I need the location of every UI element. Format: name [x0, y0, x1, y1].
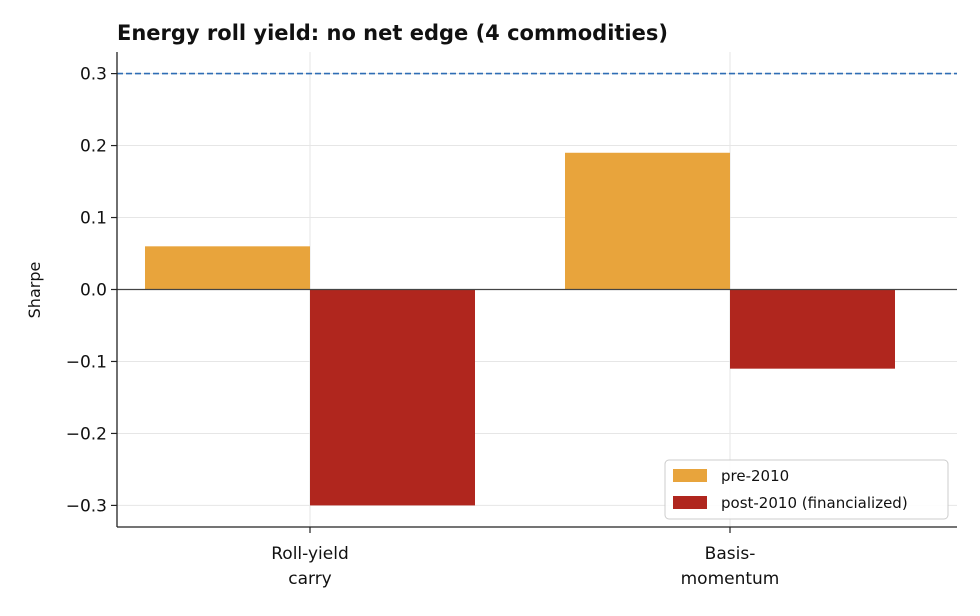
y-axis-label: Sharpe	[25, 262, 44, 319]
bar	[310, 289, 475, 506]
bar	[730, 289, 895, 369]
chart-title: Energy roll yield: no net edge (4 commod…	[117, 21, 668, 45]
legend-swatch	[673, 469, 707, 482]
y-tick-label: 0.1	[80, 209, 107, 229]
y-tick-label: 0.3	[80, 65, 107, 85]
y-ticks: −0.3 −0.2 −0.1 0.0 0.1 0.2 0.3	[66, 65, 117, 516]
y-tick-label: −0.2	[66, 424, 107, 444]
y-tick-label: 0.0	[80, 281, 107, 301]
bar	[145, 246, 310, 290]
legend-swatch	[673, 496, 707, 509]
x-ticks: Roll-yield carry Basis-momentum	[271, 527, 779, 589]
legend-label: pre-2010	[721, 467, 789, 485]
x-tick-label: Basis-momentum	[681, 544, 780, 589]
x-tick-label: Roll-yield carry	[271, 544, 349, 589]
legend-box	[664, 459, 949, 520]
reference-line-group	[117, 72, 957, 291]
y-tick-label: 0.2	[80, 137, 107, 157]
legend: pre-2010 post-2010 (financialized)	[664, 459, 949, 520]
legend-label: post-2010 (financialized)	[721, 494, 908, 512]
y-tick-label: −0.3	[66, 496, 107, 516]
y-tick-label: −0.1	[66, 352, 107, 372]
bar	[565, 152, 730, 290]
bars	[145, 152, 895, 506]
